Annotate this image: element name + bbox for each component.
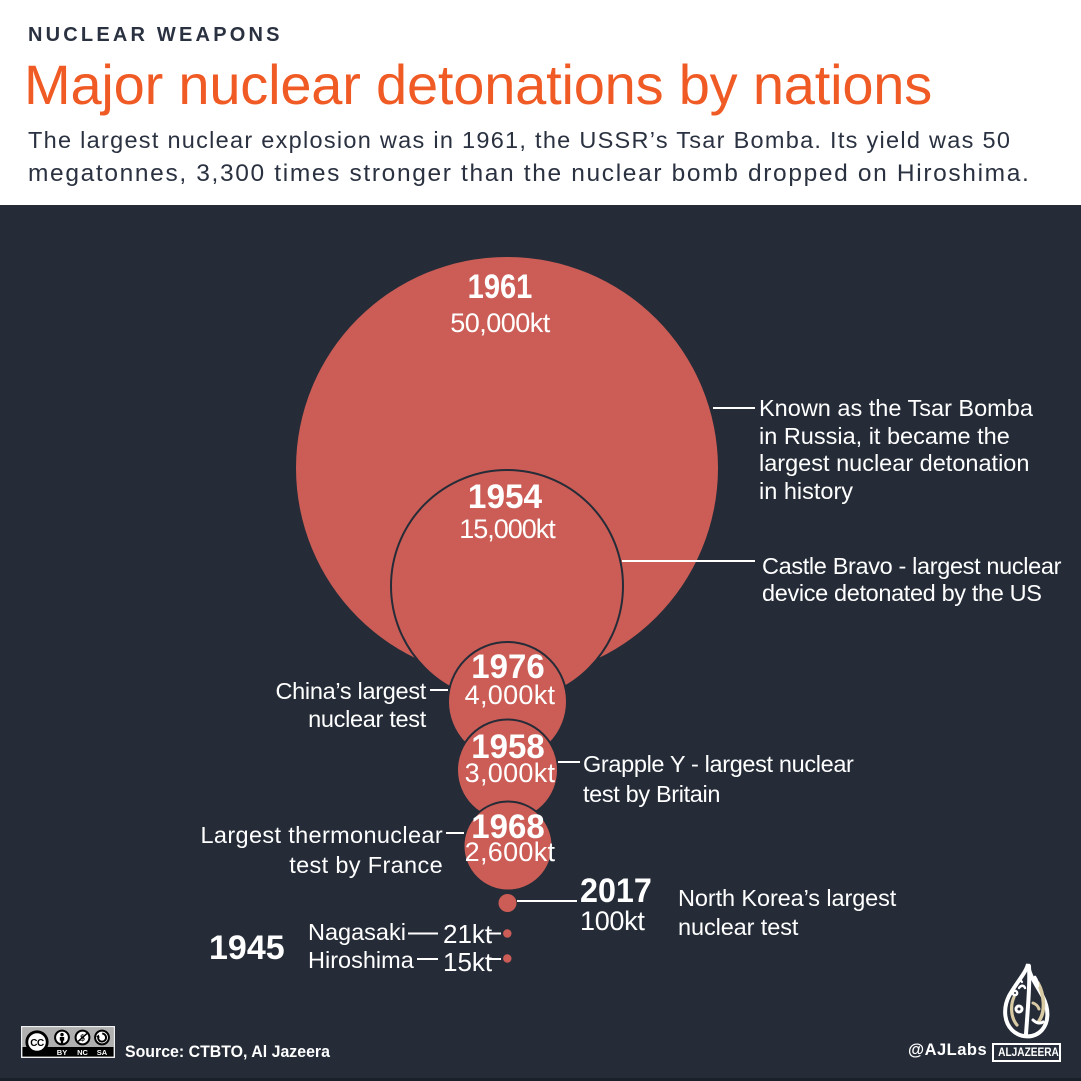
svg-text:SA: SA xyxy=(97,1048,108,1057)
svg-text:$: $ xyxy=(80,1033,85,1044)
svg-text:BY: BY xyxy=(57,1048,67,1057)
svg-text:CC: CC xyxy=(30,1038,44,1049)
svg-text:NC: NC xyxy=(77,1048,88,1057)
